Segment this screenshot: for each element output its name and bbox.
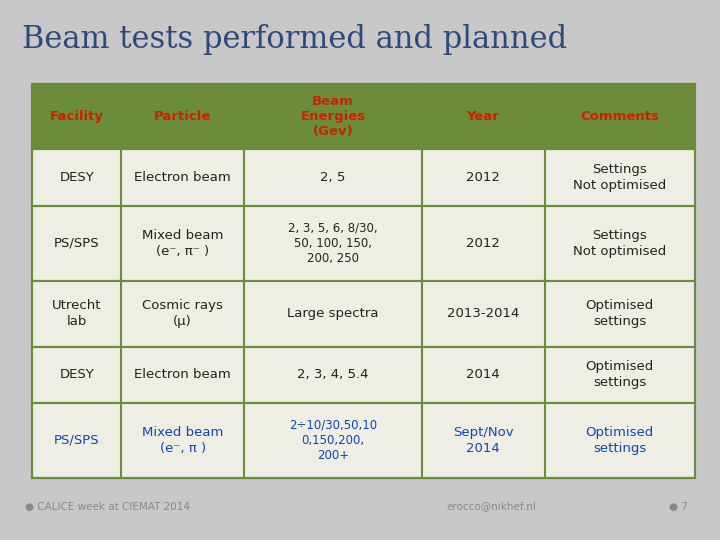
Text: 2÷10/30,50,10
0,150,200,
200+: 2÷10/30,50,10 0,150,200, 200+ <box>289 418 377 462</box>
Bar <box>32 347 695 403</box>
Text: Comments: Comments <box>580 110 659 123</box>
Text: Utrecht
lab: Utrecht lab <box>52 299 102 328</box>
Text: Settings
Not optimised: Settings Not optimised <box>573 229 666 258</box>
Text: DESY: DESY <box>60 368 94 381</box>
Text: Year: Year <box>467 110 500 123</box>
Text: Settings
Not optimised: Settings Not optimised <box>573 163 666 192</box>
Text: Cosmic rays
(μ): Cosmic rays (μ) <box>142 299 223 328</box>
Text: Beam
Energies
(Gev): Beam Energies (Gev) <box>300 95 366 138</box>
Text: Optimised
settings: Optimised settings <box>585 299 654 328</box>
Text: Electron beam: Electron beam <box>134 171 231 184</box>
Text: PS/SPS: PS/SPS <box>54 237 99 250</box>
Bar <box>32 84 695 150</box>
Text: PS/SPS: PS/SPS <box>54 434 99 447</box>
Text: ● CALICE week at CIEMAT 2014: ● CALICE week at CIEMAT 2014 <box>25 502 190 511</box>
Bar <box>32 206 695 281</box>
Bar <box>32 403 695 478</box>
Text: Beam tests performed and planned: Beam tests performed and planned <box>22 24 567 55</box>
Bar <box>32 281 695 347</box>
Text: 2, 3, 5, 6, 8/30,
50, 100, 150,
200, 250: 2, 3, 5, 6, 8/30, 50, 100, 150, 200, 250 <box>288 221 378 265</box>
Text: 2014: 2014 <box>467 368 500 381</box>
Text: 2, 3, 4, 5.4: 2, 3, 4, 5.4 <box>297 368 369 381</box>
Text: Large spectra: Large spectra <box>287 307 379 320</box>
Text: 2012: 2012 <box>466 237 500 250</box>
Text: ● 7: ● 7 <box>669 502 688 511</box>
Text: Optimised
settings: Optimised settings <box>585 426 654 455</box>
Text: DESY: DESY <box>60 171 94 184</box>
Text: Optimised
settings: Optimised settings <box>585 360 654 389</box>
Text: Facility: Facility <box>50 110 104 123</box>
Text: Sept/Nov
2014: Sept/Nov 2014 <box>453 426 513 455</box>
Text: Electron beam: Electron beam <box>134 368 231 381</box>
Text: 2, 5: 2, 5 <box>320 171 346 184</box>
Text: 2013-2014: 2013-2014 <box>447 307 519 320</box>
Text: erocco@nikhef.nl: erocco@nikhef.nl <box>446 502 536 511</box>
Bar <box>32 150 695 206</box>
Text: Mixed beam
(e⁻, π⁻ ): Mixed beam (e⁻, π⁻ ) <box>142 229 223 258</box>
Text: 2012: 2012 <box>466 171 500 184</box>
Bar <box>32 84 695 478</box>
Text: Mixed beam
(e⁻, π ): Mixed beam (e⁻, π ) <box>142 426 223 455</box>
Text: Particle: Particle <box>154 110 212 123</box>
